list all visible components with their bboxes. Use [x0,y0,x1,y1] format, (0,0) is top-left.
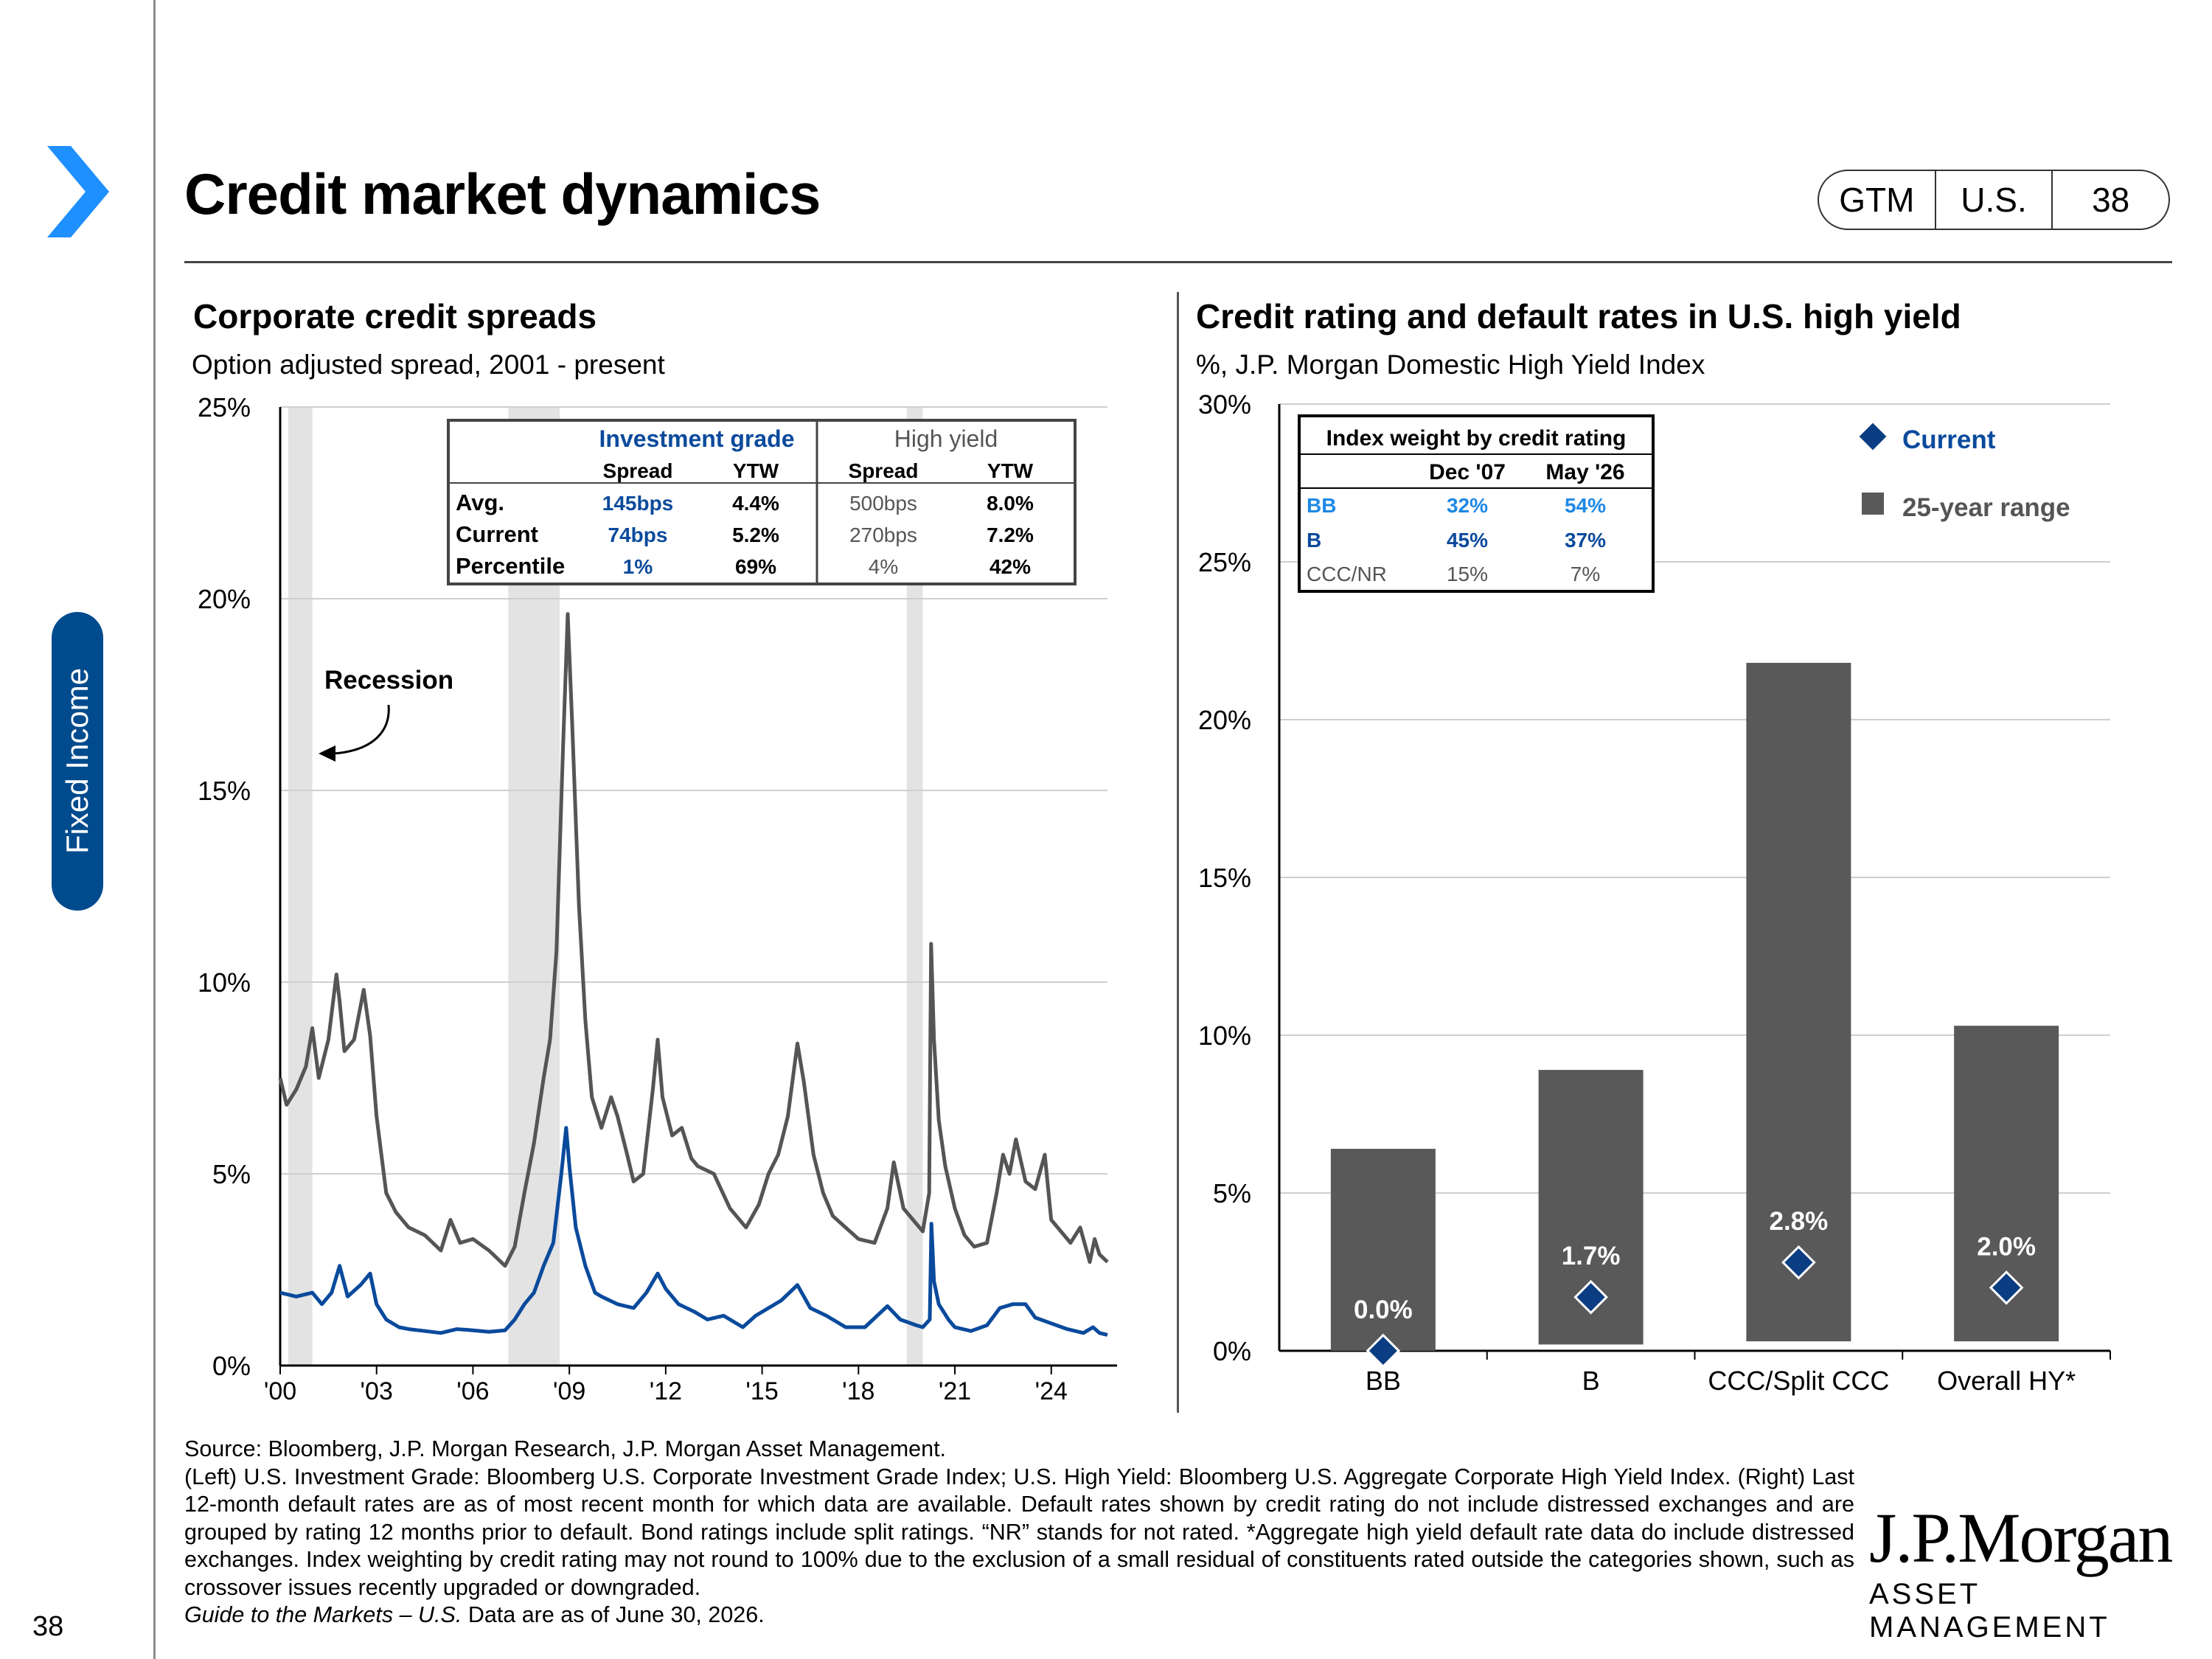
slide-badge: GTM U.S. 38 [1818,170,2170,230]
x-tick-label: '12 [650,1377,682,1405]
y-tick-label: 20% [198,584,251,614]
table-cell: 69% [735,555,776,578]
badge-page: 38 [2051,171,2168,229]
table-cell: 1% [623,555,653,578]
x-tick-label: '09 [553,1377,585,1405]
x-axis-ticks: '00 '03 '06 '09 '12 '15 '18 '21 '24 [264,1366,1068,1405]
page-number: 38 [32,1611,64,1642]
gridlines [280,406,1107,1175]
arrow-head-icon [319,745,335,762]
y-tick-label: 0% [212,1351,251,1381]
logo-subtitle: ASSET MANAGEMENT [1869,1578,2110,1644]
x-tick-label: '15 [745,1377,778,1405]
x-tick-label: '06 [456,1377,489,1405]
badge-gtm: GTM [1839,181,1915,219]
left-chart-title: Corporate credit spreads [193,297,597,335]
spread-table-border [447,419,1077,585]
footnote-source: Source: Bloomberg, J.P. Morgan Research,… [184,1436,947,1461]
recession-band [288,407,313,1366]
footnote-date: Data are as of June 30, 2026. [462,1602,765,1627]
table-cell: 4% [869,555,898,578]
x-tick-label: '00 [264,1377,296,1405]
sidebar-divider [153,0,156,1659]
jpmorgan-logo: J.P.Morgan [1869,1498,2173,1577]
table-col-ig-spread: Spread [603,459,673,482]
table-group-hy: High yield [894,425,998,452]
x-tick-label: '24 [1035,1377,1068,1405]
y-tick-label: 25% [198,392,251,422]
table-row-label: Percentile [456,553,565,579]
recession-arrow [333,704,390,755]
panel-divider [1177,292,1179,1413]
page-title: Credit market dynamics [184,161,821,226]
table-row-label: Current [456,521,538,547]
footnote-guide-title: Guide to the Markets – U.S. [184,1602,462,1627]
table-row-label: Avg. [456,490,504,515]
y-tick-label: 5% [212,1159,251,1189]
x-tick-label: '03 [361,1377,393,1405]
recession-band [906,407,923,1366]
y-axis-ticks: 0% 5% 10% 15% 20% 25% [198,392,251,1381]
table-cell: 7.2% [987,524,1034,546]
table-cell: 500bps [849,492,917,515]
footnotes: Source: Bloomberg, J.P. Morgan Research,… [184,1436,1854,1630]
x-tick-label: '18 [842,1377,874,1405]
chevron-right-icon [47,146,109,237]
y-tick-label: 10% [198,967,251,998]
y-tick-label: 15% [198,776,251,806]
series-line-hy [278,612,1109,1268]
table-cell: 42% [990,555,1031,578]
table-group-ig: Investment grade [599,425,795,452]
spread-table: Investment grade High yield Spread YTW S… [447,419,1077,585]
table-col-hy-ytw: YTW [987,459,1034,482]
recession-annotation: Recession [324,666,453,695]
title-rule [184,261,2172,263]
x-tick-label: '21 [939,1377,971,1405]
table-cell: 8.0% [987,492,1034,515]
table-cell: 5.2% [732,524,779,546]
table-col-hy-spread: Spread [849,459,919,482]
table-cell: 74bps [608,524,668,546]
section-tab[interactable] [52,612,103,911]
footnote-notes: (Left) U.S. Investment Grade: Bloomberg … [184,1464,1854,1600]
left-chart-subtitle: Option adjusted spread, 2001 - present [192,349,665,380]
table-col-ig-ytw: YTW [733,459,779,482]
table-cell: 4.4% [732,492,779,515]
right-chart-title: Credit rating and default rates in U.S. … [1196,297,1961,335]
series-line-ig [279,1126,1108,1337]
right-chart-subtitle: %, J.P. Morgan Domestic High Yield Index [1196,349,1705,380]
footnote-guide: Guide to the Markets – U.S. Data are as … [184,1601,1854,1630]
badge-region: U.S. [1934,171,2052,229]
table-cell: 145bps [602,492,674,515]
table-cell: 270bps [849,524,917,546]
